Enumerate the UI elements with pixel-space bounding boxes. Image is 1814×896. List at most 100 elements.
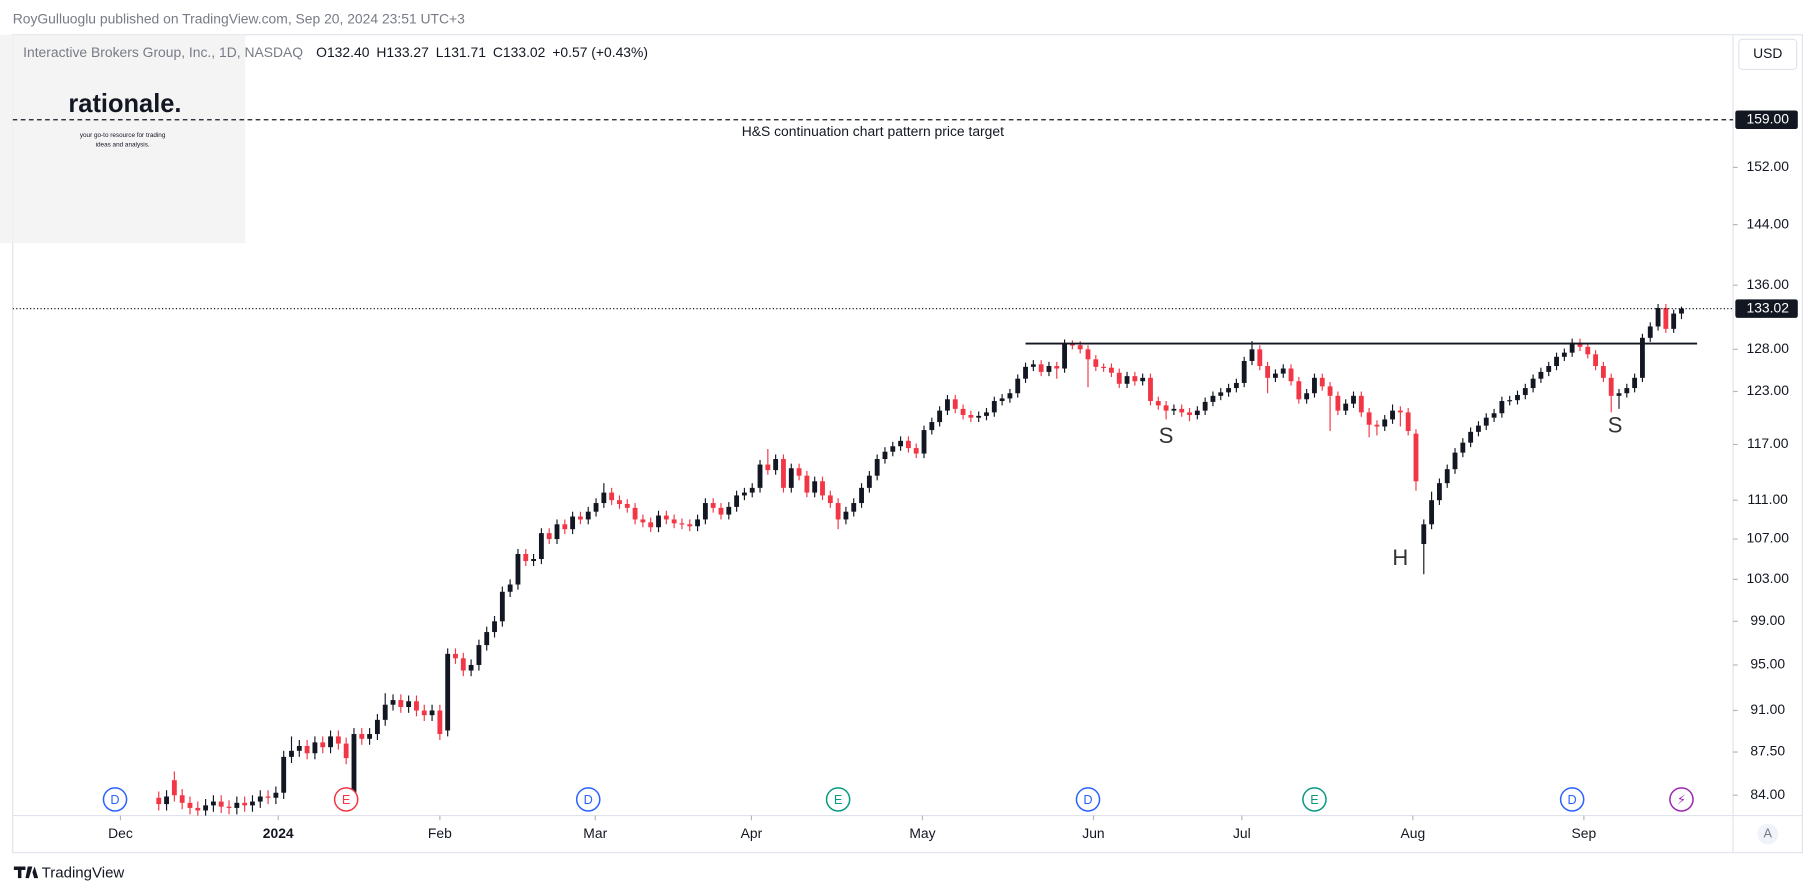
candle-body (796, 468, 802, 476)
candle-body (1187, 412, 1192, 416)
candle-body (820, 481, 825, 496)
watermark-title: rationale. (68, 90, 181, 118)
candle-body (1007, 393, 1013, 399)
candle-body (859, 487, 864, 504)
candle-body (1358, 395, 1364, 413)
candle-body (882, 451, 888, 460)
y-tick-label: 99.00 (1750, 612, 1785, 628)
candle-body (374, 719, 380, 735)
candle-body (1405, 412, 1411, 431)
candle-body (788, 468, 794, 488)
candle-body (679, 523, 685, 525)
event-label: D (110, 792, 119, 807)
candle-body (1296, 381, 1302, 400)
auto-scale-button[interactable] (1757, 823, 1779, 845)
candle-body (632, 507, 638, 520)
event-marker (1302, 787, 1327, 812)
candle-body (507, 584, 513, 592)
ohlc-value: 133.27 (386, 44, 429, 60)
candle-body (359, 734, 365, 739)
candle-body (1148, 377, 1153, 402)
candle-body (804, 475, 810, 493)
candle-body (952, 399, 958, 409)
candle-body (1140, 377, 1146, 382)
y-tick-label: 111.00 (1748, 491, 1789, 507)
candle-body (492, 621, 497, 633)
candle-body (1390, 410, 1395, 420)
candle-body (320, 742, 326, 748)
event-marker (1559, 787, 1585, 812)
candle-body (1483, 417, 1489, 426)
candle-body (1312, 377, 1317, 394)
ohlc-value: 131.71 (444, 44, 487, 60)
candle-body (406, 701, 412, 708)
currency-label[interactable]: USD (1753, 45, 1782, 61)
candle-body (1046, 366, 1052, 372)
candle-body (390, 700, 396, 705)
candle-body (554, 524, 560, 540)
y-tick-label: 144.00 (1746, 215, 1789, 231)
candle-body (1093, 359, 1099, 367)
candle-body (1171, 408, 1177, 411)
candle-body (1530, 378, 1536, 389)
pattern-label: S (1608, 412, 1623, 437)
candle-body (1577, 342, 1583, 347)
candle-body (468, 664, 474, 671)
candle-body (687, 524, 693, 527)
x-tick-label: 2024 (263, 825, 294, 841)
candle-body (913, 448, 919, 454)
watermark-box (0, 34, 246, 243)
last-price-box (1735, 299, 1798, 318)
candle-body (570, 516, 576, 530)
candle-body (1109, 367, 1114, 373)
candle-body (695, 519, 700, 527)
candle-body (453, 653, 458, 659)
candle-body (1507, 400, 1513, 402)
candle-body (663, 515, 669, 520)
candle-body (945, 399, 950, 411)
y-tick-label: 87.50 (1750, 743, 1785, 759)
candle-body (991, 401, 997, 413)
candle-body (304, 745, 310, 754)
currency-button[interactable] (1738, 38, 1798, 70)
x-tick-label: Sep (1572, 825, 1597, 841)
candle-body (734, 495, 740, 507)
candle-body (1343, 403, 1349, 411)
publisher-line: RoyGulluoglu published on TradingView.co… (13, 10, 465, 26)
candle-body (1202, 401, 1208, 411)
candle-body (1546, 366, 1552, 372)
candle-body (242, 802, 248, 806)
x-tick-label: Jun (1082, 825, 1104, 841)
candle-body (1069, 344, 1075, 346)
candle-body (773, 459, 779, 471)
candle-body (1319, 377, 1325, 387)
candle-body (343, 743, 349, 759)
symbol-legend: Interactive Brokers Group, Inc., 1D, NAS… (23, 44, 648, 60)
plot-area: S H S (12, 119, 1734, 816)
candle-body (741, 492, 747, 496)
candle-body (1155, 401, 1161, 406)
candle-body (1663, 307, 1669, 329)
candle-body (382, 704, 388, 720)
candle-body (1616, 393, 1622, 396)
candle-body (866, 475, 872, 488)
candle-body (890, 446, 896, 452)
candle-body (1624, 388, 1630, 394)
auto-scale-label[interactable]: A (1763, 825, 1772, 840)
event-marker (102, 787, 128, 812)
candle-body (593, 503, 599, 512)
candle-body (421, 710, 427, 716)
candle-body (921, 430, 927, 454)
candle-body (1015, 378, 1021, 394)
candle-body (179, 795, 185, 803)
candle-body (999, 398, 1005, 402)
candle-body (1163, 405, 1169, 411)
y-tick-label: 91.00 (1750, 701, 1785, 717)
candle-body (1460, 442, 1466, 453)
candle-body (195, 807, 201, 811)
change: +0.57 (+0.43%) (552, 44, 648, 60)
candle-body (905, 440, 911, 449)
candle-body (1062, 344, 1068, 369)
candle-body (156, 797, 162, 805)
ohlc-key: C (493, 44, 503, 60)
